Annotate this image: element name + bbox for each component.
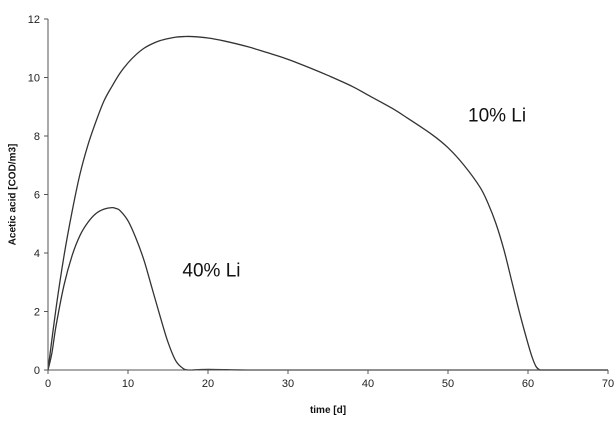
series-annotations: 10% Li 40% Li	[182, 105, 526, 281]
x-tick-label: 70	[602, 378, 614, 390]
tick-labels: 0 10 20 30 40 50 60 70 0 2 4 6 8 10 12	[28, 14, 614, 390]
x-tick-label: 20	[202, 378, 214, 390]
y-tick-label: 12	[28, 14, 40, 26]
x-axis-title: time [d]	[310, 405, 346, 416]
series-line-2	[47, 207, 608, 371]
x-tick-label: 10	[122, 378, 134, 390]
y-axis-title: Acetic acid [COD/m3]	[8, 144, 19, 246]
series-label: 10% Li	[468, 105, 526, 126]
series-lines	[47, 35, 608, 371]
x-tick-label: 40	[362, 378, 374, 390]
series-label: 40% Li	[182, 260, 240, 281]
y-tick-label: 0	[34, 365, 40, 377]
x-tick-label: 50	[442, 378, 454, 390]
y-tick-label: 8	[34, 131, 40, 143]
x-tick-label: 60	[522, 378, 534, 390]
y-tick-label: 6	[34, 190, 40, 202]
y-tick-label: 10	[28, 73, 40, 85]
x-tick-label: 0	[45, 378, 51, 390]
x-tick-label: 30	[282, 378, 294, 390]
y-tick-label: 2	[34, 307, 40, 319]
y-tick-label: 4	[34, 248, 40, 260]
axes	[44, 18, 609, 374]
series-line-1	[47, 35, 608, 371]
